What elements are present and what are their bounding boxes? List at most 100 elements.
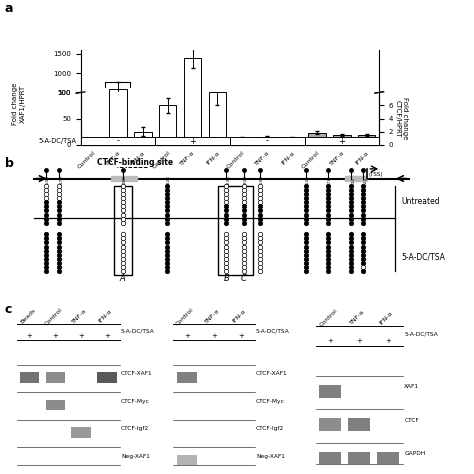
Bar <box>319 452 341 464</box>
Bar <box>319 385 341 398</box>
Bar <box>319 418 341 431</box>
Text: IFN-α: IFN-α <box>232 309 247 324</box>
Text: Control: Control <box>152 150 171 170</box>
Text: -22: -22 <box>364 177 367 184</box>
Text: +: + <box>189 137 196 146</box>
Bar <box>377 452 399 464</box>
Text: 5-A-DC/TSA: 5-A-DC/TSA <box>404 332 438 337</box>
Text: +: + <box>385 338 391 344</box>
Bar <box>358 135 375 145</box>
Bar <box>230 137 304 145</box>
Bar <box>46 372 65 383</box>
Text: b: b <box>5 157 14 170</box>
Text: +: + <box>104 333 109 339</box>
Text: IFN-α: IFN-α <box>355 150 370 165</box>
Text: IFN-α: IFN-α <box>206 150 221 165</box>
Text: 5-A-DC/TSA: 5-A-DC/TSA <box>401 253 445 262</box>
Text: -328: -328 <box>167 175 171 185</box>
Text: TNF-α: TNF-α <box>254 150 271 167</box>
Text: +: + <box>184 333 190 339</box>
Text: TNF-α: TNF-α <box>349 310 366 326</box>
Y-axis label: Fold change
CTCF/HPRT: Fold change CTCF/HPRT <box>395 97 408 140</box>
Text: TNF-α: TNF-α <box>105 150 121 167</box>
Text: Neg-XAF1: Neg-XAF1 <box>256 454 285 459</box>
Bar <box>159 109 176 112</box>
Text: -500: -500 <box>46 175 50 185</box>
Text: 5-A-DC/TSA: 5-A-DC/TSA <box>256 328 290 333</box>
Bar <box>71 427 91 438</box>
Bar <box>20 372 39 383</box>
Text: +: + <box>356 338 362 344</box>
Bar <box>111 176 137 181</box>
Text: Neg-XAF1: Neg-XAF1 <box>121 454 150 459</box>
Bar <box>159 106 176 145</box>
Text: -32: -32 <box>351 177 356 184</box>
Bar <box>97 372 117 383</box>
Text: Beads: Beads <box>19 308 36 325</box>
Bar <box>109 89 127 112</box>
Text: $A$: $A$ <box>119 272 127 283</box>
Bar <box>81 137 155 145</box>
Text: IFN-α: IFN-α <box>131 150 146 165</box>
Bar <box>234 138 251 145</box>
Bar <box>84 144 102 145</box>
Text: IFN-α: IFN-α <box>97 309 113 324</box>
Bar <box>258 137 276 145</box>
Text: CTCF-Myc: CTCF-Myc <box>256 399 285 404</box>
Bar <box>184 57 201 112</box>
Bar <box>184 0 201 145</box>
Text: Untreated: Untreated <box>401 197 440 206</box>
Text: TNF-α: TNF-α <box>179 150 196 167</box>
Bar <box>114 186 132 275</box>
Text: $B$: $B$ <box>223 272 230 283</box>
Text: CTCF-Igf2: CTCF-Igf2 <box>121 426 149 431</box>
Text: Control: Control <box>319 308 338 328</box>
Text: Fold change
XAF1/HPRT: Fold change XAF1/HPRT <box>12 83 26 126</box>
Text: -233: -233 <box>226 175 230 185</box>
Text: CTCF: CTCF <box>404 418 419 423</box>
Bar <box>304 137 379 145</box>
Text: +: + <box>211 333 217 339</box>
Text: -198: -198 <box>260 175 264 185</box>
Text: a: a <box>5 2 13 15</box>
Text: Control: Control <box>226 150 246 170</box>
Text: Control: Control <box>175 307 195 327</box>
Text: +: + <box>338 137 346 146</box>
Bar <box>177 455 197 465</box>
Text: Control: Control <box>77 150 97 170</box>
Text: CTCF-Myc: CTCF-Myc <box>121 399 150 404</box>
Text: +: + <box>238 333 244 339</box>
Text: Control: Control <box>301 150 320 170</box>
Bar <box>218 186 253 275</box>
Text: CTCF-XAF1: CTCF-XAF1 <box>121 372 153 376</box>
Bar <box>348 418 370 431</box>
Text: -: - <box>117 137 119 146</box>
Text: 5-A-DC/TSA: 5-A-DC/TSA <box>39 138 77 144</box>
Text: XAF1: XAF1 <box>404 384 419 389</box>
Bar <box>346 176 367 181</box>
Text: +: + <box>27 333 33 339</box>
Bar <box>209 108 226 112</box>
Text: +: + <box>53 333 58 339</box>
Text: -208: -208 <box>244 175 248 185</box>
Text: 5-A-DC/TSA: 5-A-DC/TSA <box>121 328 155 333</box>
Bar <box>177 372 197 383</box>
Text: CTCF-XAF1: CTCF-XAF1 <box>256 372 288 376</box>
Text: (TSS): (TSS) <box>368 173 383 177</box>
Text: CTCF-binding site: CTCF-binding site <box>97 157 173 166</box>
Text: +: + <box>328 338 333 344</box>
Bar <box>348 452 370 464</box>
Text: -71: -71 <box>328 177 332 184</box>
Bar <box>308 133 326 145</box>
Bar <box>46 400 65 410</box>
Bar <box>134 111 152 112</box>
Bar <box>155 137 230 145</box>
Bar <box>333 136 351 145</box>
Bar <box>134 132 152 145</box>
Bar <box>109 0 127 145</box>
Text: -121: -121 <box>306 175 310 185</box>
Text: c: c <box>5 303 12 316</box>
Text: +: + <box>78 333 84 339</box>
Text: IFN-α: IFN-α <box>280 150 296 165</box>
Text: IFN-α: IFN-α <box>379 310 394 325</box>
